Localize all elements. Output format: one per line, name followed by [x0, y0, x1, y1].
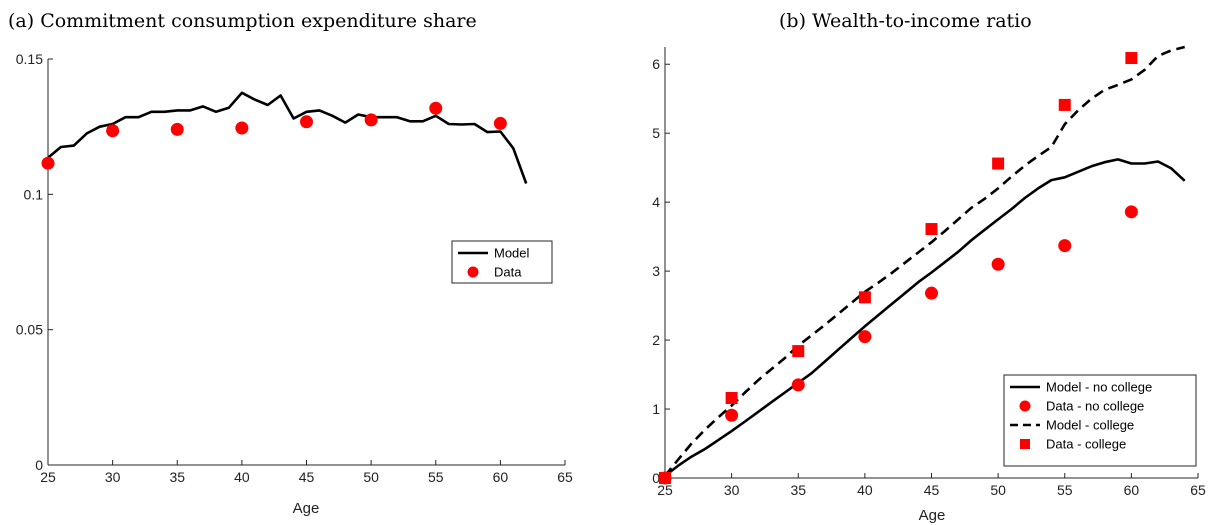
- chart-b-legend-swatch: [1020, 439, 1030, 449]
- chart-b-x-tick-label: 60: [1124, 482, 1140, 498]
- chart-a-x-tick-label: 60: [493, 469, 509, 485]
- chart-a-xlabel: Age: [293, 500, 320, 517]
- chart-a-y-tick-label: 0.15: [16, 51, 43, 67]
- chart-a-x-tick-label: 45: [299, 469, 315, 485]
- chart-a-point-data: [429, 101, 443, 115]
- chart-a-title: (a) Commitment consumption expenditure s…: [8, 10, 477, 32]
- chart-a-legend-box: [451, 240, 553, 284]
- chart-a-point-data: [170, 122, 184, 136]
- chart-b-point-data-no-college: [1124, 205, 1138, 219]
- chart-b-point-data-no-college: [925, 286, 938, 300]
- chart-a-x-tick-label: 55: [428, 469, 444, 485]
- chart-a-point-data: [106, 124, 120, 138]
- chart-a-x-tick-label: 25: [40, 469, 56, 485]
- chart-b-legend-label: Data - no college: [1046, 399, 1144, 414]
- chart-a-y-tick-label: 0.1: [24, 186, 44, 202]
- chart-a-x-tick-label: 40: [234, 469, 250, 485]
- chart-b-x-tick-label: 40: [857, 482, 873, 498]
- chart-b-x-tick-label: 35: [790, 482, 806, 498]
- chart-b-y-tick-label: 1: [652, 401, 660, 417]
- chart-b-legend-label: Data - college: [1046, 437, 1126, 452]
- chart-b-x-tick-label: 25: [657, 482, 673, 498]
- chart-a-y-tick-label: 0: [35, 457, 43, 473]
- chart-b-point-data-college: [1125, 52, 1138, 65]
- chart-b-series-model-no-college-line: [664, 158, 1186, 477]
- chart-b-y-tick-label: 5: [652, 125, 660, 141]
- chart-a-legend: Model Data: [451, 240, 553, 284]
- chart-b-legend: Model - no college Data - no college Model…: [1003, 374, 1197, 467]
- chart-b-legend-box: [1003, 374, 1197, 467]
- chart-a-panel: 25 30 35 40 45 50 55 60 65 0 0.05 0.1 0.15 Model Data: [16, 51, 573, 485]
- chart-b-point-data-no-college: [1058, 239, 1072, 253]
- chart-a-point-data: [235, 121, 249, 135]
- chart-b-y-tick-label: 6: [652, 56, 660, 72]
- chart-b-point-data-college: [992, 157, 1005, 170]
- chart-a-y-tick-label: 0.05: [16, 322, 43, 338]
- chart-b-x-tick-label: 45: [924, 482, 940, 498]
- chart-b-point-data-college: [792, 345, 805, 358]
- chart-b-point-data-no-college: [791, 378, 805, 392]
- chart-b-point-data-no-college: [991, 257, 1005, 271]
- chart-a-point-data: [364, 113, 378, 127]
- chart-a-legend-label: Model: [494, 246, 530, 261]
- chart-a-x-tick-label: 65: [557, 469, 573, 485]
- chart-a-legend-label: Data: [494, 265, 522, 280]
- chart-b-title: (b) Wealth-to-income ratio: [779, 10, 1032, 32]
- chart-a-legend-swatch: [467, 266, 479, 278]
- chart-b-point-data-no-college: [725, 408, 739, 422]
- chart-b-x-tick-label: 55: [1057, 482, 1073, 498]
- chart-b-y-tick-label: 3: [652, 263, 660, 279]
- chart-b-y-tick-label: 0: [652, 470, 660, 486]
- chart-b-x-tick-label: 65: [1190, 482, 1206, 498]
- chart-b-x-tick-label: 30: [724, 482, 740, 498]
- chart-b-series-model-college-line: [663, 45, 1186, 477]
- chart-a-point-data: [300, 115, 313, 129]
- chart-b-point-data-college: [1058, 98, 1071, 111]
- chart-b-point-data-college: [659, 472, 671, 484]
- chart-b-point-data-no-college: [858, 330, 872, 344]
- chart-a-x-tick-label: 50: [363, 469, 379, 485]
- chart-b-point-data-college: [858, 291, 871, 304]
- chart-a-point-data: [41, 156, 55, 170]
- chart-b-legend-swatch: [1019, 400, 1031, 412]
- chart-a-x-tick-label: 30: [105, 469, 121, 485]
- chart-b-x-tick-label: 50: [990, 482, 1006, 498]
- chart-b-legend-label: Model - no college: [1046, 380, 1152, 395]
- chart-b-point-data-college: [725, 392, 738, 405]
- chart-b-xlabel: Age: [919, 507, 946, 524]
- chart-b-point-data-college: [925, 223, 938, 236]
- chart-a-series-model-line: [47, 91, 528, 184]
- chart-a-point-data: [493, 116, 507, 130]
- chart-b-y-tick-label: 2: [652, 332, 660, 348]
- chart-b-y-tick-label: 4: [652, 194, 660, 210]
- chart-b-legend-label: Model - college: [1046, 418, 1134, 433]
- chart-a-x-tick-label: 35: [169, 469, 185, 485]
